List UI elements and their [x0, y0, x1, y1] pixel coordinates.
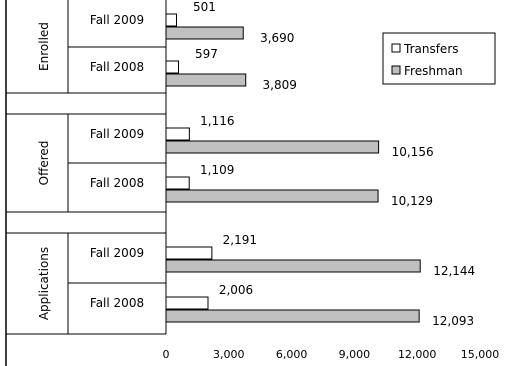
legend: Transfers Freshman	[382, 32, 496, 85]
data-label: 3,809	[263, 78, 297, 92]
x-tick-label: 6,000	[276, 348, 308, 361]
data-label: 12,093	[432, 314, 474, 328]
legend-label: Transfers	[403, 42, 459, 56]
bar-freshman	[165, 189, 379, 203]
row-label: Fall 2008	[90, 60, 144, 74]
x-tick-label: 15,000	[461, 348, 500, 361]
row-label: Fall 2009	[90, 13, 144, 27]
group-label: Offered	[37, 141, 51, 186]
legend-box	[382, 32, 496, 85]
bar-freshman	[165, 73, 247, 87]
data-label: 2,006	[219, 283, 253, 297]
row-label: Fall 2008	[90, 176, 144, 190]
legend-swatch	[391, 43, 401, 53]
x-tick-label: 0	[163, 348, 170, 361]
bar-freshman	[165, 309, 420, 323]
bar-transfers	[165, 176, 190, 190]
data-label: 1,109	[200, 163, 234, 177]
bar-freshman	[165, 26, 244, 40]
x-axis: 0 3,000 6,000 9,000 12,000 15,000	[163, 0, 500, 361]
data-label: 10,156	[392, 145, 434, 159]
legend-label: Freshman	[404, 64, 463, 78]
row-label: Fall 2009	[90, 246, 144, 260]
bar-transfers	[165, 13, 177, 27]
data-label: 501	[193, 0, 216, 14]
group-label: Applications	[37, 247, 51, 320]
bar-transfers	[165, 296, 209, 310]
data-label: 597	[195, 47, 218, 61]
bar-transfers	[165, 246, 213, 260]
x-tick-label: 9,000	[339, 348, 371, 361]
data-label: 1,116	[200, 114, 234, 128]
data-label: 3,690	[260, 31, 294, 45]
bar-freshman	[165, 259, 421, 273]
bars: 501 3,690 597 3,809 1,116 10,156 1,109 10,129 2,…	[165, 0, 475, 328]
x-tick-label: 12,000	[398, 348, 437, 361]
row-label: Fall 2009	[90, 127, 144, 141]
bar-transfers	[165, 60, 179, 74]
bar-freshman	[165, 140, 380, 154]
bar-transfers	[165, 127, 190, 141]
data-label: 10,129	[391, 194, 433, 208]
legend-swatch	[391, 65, 401, 75]
data-label: 2,191	[223, 233, 257, 247]
group-label: Enrolled	[37, 22, 51, 71]
x-tick-label: 3,000	[213, 348, 245, 361]
data-label: 12,144	[433, 264, 475, 278]
row-label: Fall 2008	[90, 296, 144, 310]
category-panel: Enrolled Offered Applications Fall 2009 Fall…	[5, 0, 166, 366]
